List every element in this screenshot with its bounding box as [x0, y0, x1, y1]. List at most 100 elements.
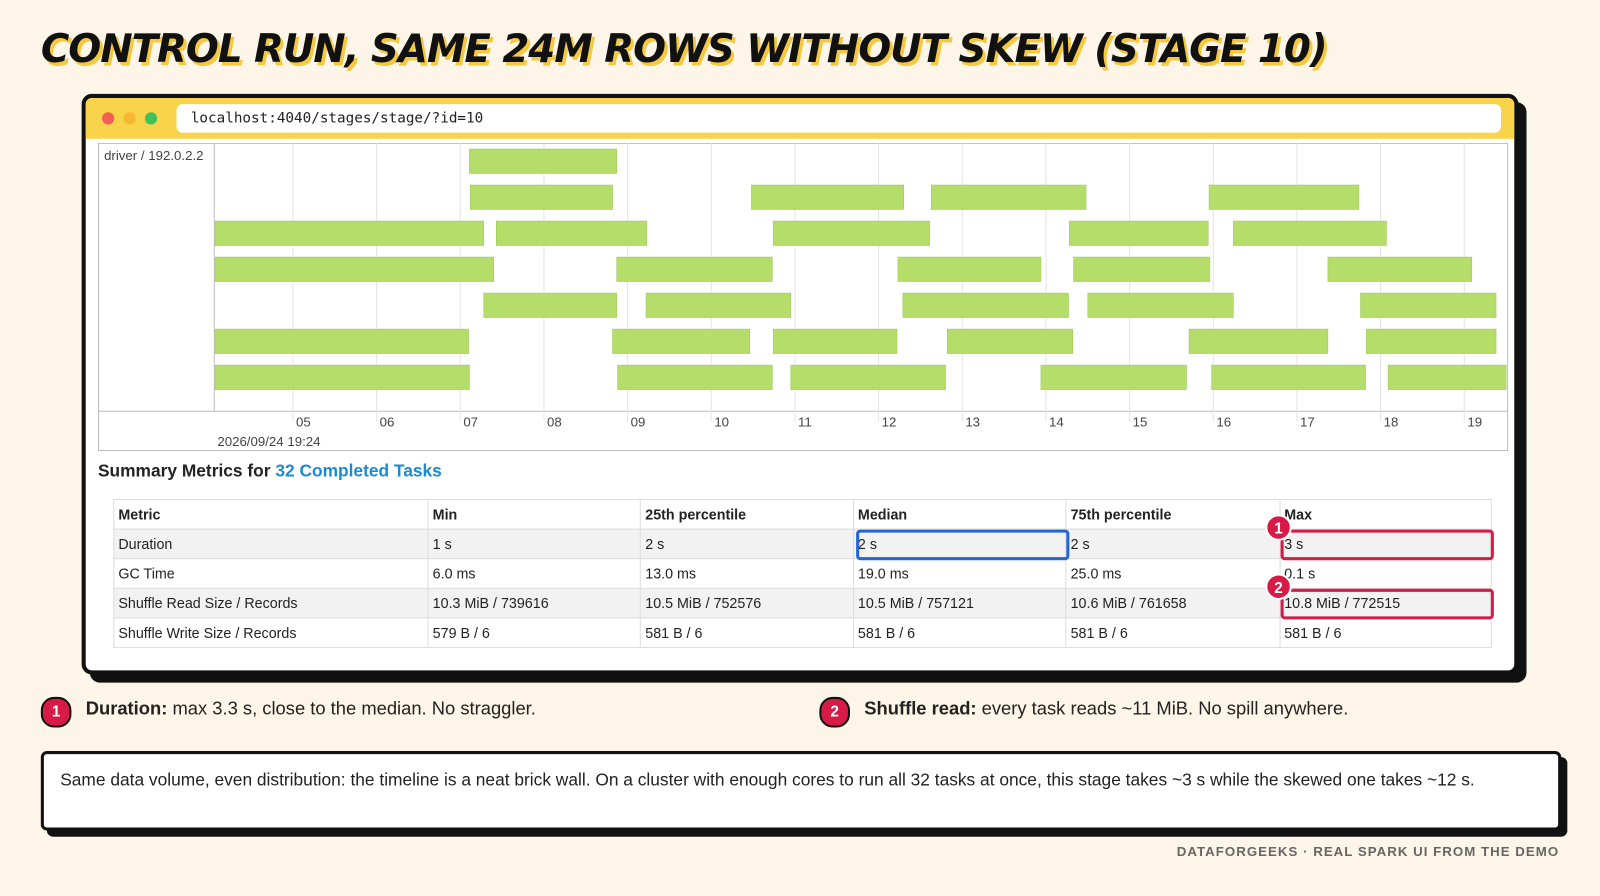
badge: 2 — [1265, 573, 1292, 600]
task-bar — [1387, 364, 1507, 390]
task-bar — [1087, 292, 1234, 318]
task-bar — [790, 364, 946, 390]
task-bar — [751, 184, 904, 210]
maximize-dot[interactable] — [144, 112, 158, 125]
url-bar[interactable]: localhost:4040/stages/stage/?id=10 — [176, 104, 1502, 133]
table-row: Metric Min 25th percentile Median 75th perce… — [113, 498, 1492, 530]
task-bar — [214, 220, 484, 246]
task-bar — [931, 184, 1087, 210]
x-tick-label: 07 — [463, 415, 478, 430]
table-cell: 581 B / 6 — [852, 617, 1067, 648]
table-cell: 2 s — [1065, 528, 1281, 560]
table-cell: Shuffle Read Size / Records — [113, 587, 429, 619]
table-cell: 19.0 ms — [852, 558, 1067, 589]
table-cell: GC Time — [113, 558, 429, 589]
table-cell: Duration — [113, 528, 429, 560]
task-bar — [1327, 256, 1473, 282]
callout: Shuffle read: every task reads ~11 MiB. … — [864, 698, 1348, 719]
task-bar — [1208, 184, 1360, 210]
task-bar — [470, 184, 613, 210]
title: CONTROL RUN, SAME 24M ROWS WITHOUT SKEW … — [40, 26, 1328, 72]
task-bar — [495, 220, 648, 246]
task-bar — [617, 364, 773, 390]
x-tick-label: 18 — [1384, 415, 1399, 430]
x-tick-label: 13 — [965, 415, 980, 430]
callout-text: max 3.3 s, close to the median. No strag… — [167, 697, 536, 719]
task-bar — [214, 256, 494, 282]
footer: DATAFORGEEKS · REAL SPARK UI FROM THE DE… — [1176, 843, 1560, 860]
table-cell: Min — [427, 498, 642, 530]
table-row: Shuffle Write Size / Records 579 B / 6 581… — [113, 617, 1492, 648]
task-bar — [897, 256, 1042, 282]
task-bar — [483, 292, 617, 318]
table-cell: 25th percentile — [640, 498, 854, 530]
callout-label: Shuffle read: — [864, 697, 977, 719]
task-bar — [645, 292, 792, 318]
table-row: Shuffle Read Size / Records 10.3 MiB / 73… — [113, 587, 1492, 619]
table-cell: 10.3 MiB / 739616 — [427, 587, 642, 619]
task-bar — [1233, 220, 1387, 246]
task-bar — [1366, 328, 1497, 354]
badge: 1 — [1265, 514, 1292, 541]
table-row: GC Time 6.0 ms 13.0 ms 19.0 ms 25.0 ms 0.1 s — [113, 558, 1492, 589]
x-tick-label: 06 — [380, 415, 395, 430]
task-bar — [1188, 328, 1329, 354]
x-tick-label: 05 — [296, 415, 311, 430]
x-tick-label: 10 — [714, 415, 729, 430]
table-cell: 75th percentile — [1065, 498, 1281, 530]
max-highlight — [1280, 529, 1494, 561]
callout: Duration: max 3.3 s, close to the median… — [86, 698, 536, 719]
table-cell: 581 B / 6 — [640, 617, 854, 648]
task-bar — [612, 328, 751, 354]
table-cell: 2 s — [640, 528, 854, 560]
x-tick-label: 17 — [1300, 415, 1315, 430]
task-bar — [469, 148, 617, 174]
close-dot[interactable] — [102, 112, 115, 125]
table-cell: 581 B / 6 — [1279, 617, 1492, 648]
task-bar — [214, 364, 470, 390]
callout-text: every task reads ~11 MiB. No spill anywh… — [976, 697, 1349, 719]
table-cell: Shuffle Write Size / Records — [113, 617, 429, 648]
task-bar — [772, 328, 898, 354]
tasks-link[interactable]: 32 Completed Tasks — [275, 461, 442, 481]
table-cell: 6.0 ms — [427, 558, 642, 589]
table-cell: 10.6 MiB / 761658 — [1065, 587, 1281, 619]
x-tick-label: 19 — [1467, 415, 1482, 430]
table-cell: 1 s — [427, 528, 642, 560]
task-bar — [616, 256, 773, 282]
task-bar — [1073, 256, 1211, 282]
callout-label: Duration: — [85, 697, 168, 719]
summary-heading: Summary Metrics for 32 Completed Tasks — [98, 461, 442, 481]
minimize-dot[interactable] — [123, 112, 136, 125]
task-bar — [1069, 220, 1209, 246]
note: Same data volume, even distribution: the… — [40, 751, 1562, 831]
badge: 2 — [819, 696, 850, 728]
task-bar — [1040, 364, 1187, 390]
x-tick-label: 08 — [547, 415, 562, 430]
x-tick-label: 12 — [882, 415, 897, 430]
task-bar — [946, 328, 1073, 354]
table-cell: 0.1 s — [1279, 558, 1492, 589]
timeline: driver / 192.0.2.2 2026/09/24 19:24 05 06 07… — [97, 142, 1509, 452]
table-cell: 13.0 ms — [640, 558, 854, 589]
x-tick-label: 11 — [798, 415, 812, 430]
x-tick-label: 14 — [1049, 415, 1064, 430]
date-label: 2026/09/24 19:24 — [217, 434, 320, 449]
task-bar — [1211, 364, 1366, 390]
host-label: driver / 192.0.2.2 — [104, 148, 203, 163]
summary-table: Metric Min 25th percentile Median 75th perce… — [113, 498, 1492, 648]
task-bar — [902, 292, 1069, 318]
max-highlight — [1280, 588, 1494, 620]
table-cell: Median — [852, 498, 1067, 530]
task-bar — [214, 328, 469, 354]
browser-bar: localhost:4040/stages/stage/?id=10 — [85, 97, 1515, 139]
median-highlight — [856, 529, 1070, 561]
task-bar — [1360, 292, 1497, 318]
table-cell: 10.5 MiB / 757121 — [852, 587, 1067, 619]
heading-text: Summary Metrics for — [97, 461, 276, 481]
table-cell: 25.0 ms — [1065, 558, 1281, 589]
task-bar — [772, 220, 930, 246]
table-cell: Max — [1279, 498, 1492, 530]
